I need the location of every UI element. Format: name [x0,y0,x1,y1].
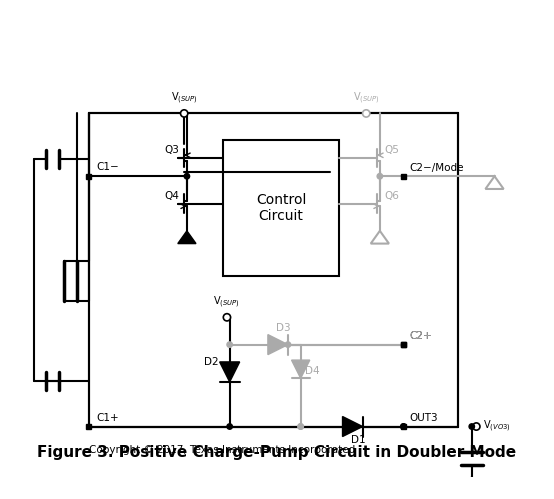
Circle shape [401,424,406,429]
Bar [401,424,406,429]
Text: V$_{(SUP)}$: V$_{(SUP)}$ [171,91,198,106]
Circle shape [362,110,370,117]
Circle shape [298,424,304,429]
Bar [401,342,406,347]
Text: C2+: C2+ [409,331,432,341]
Polygon shape [342,417,362,437]
Circle shape [298,424,304,429]
Bar [401,174,406,179]
Bar [86,174,91,179]
Polygon shape [178,231,196,244]
Text: C2−/Mode: C2−/Mode [409,163,464,173]
Text: D4: D4 [305,366,320,376]
Bar [86,424,91,429]
Polygon shape [485,176,504,189]
Circle shape [377,174,383,179]
Text: C2+: C2+ [409,331,432,341]
Text: V$_{(VO3)}$: V$_{(VO3)}$ [483,419,511,434]
Polygon shape [291,360,310,378]
Text: D3: D3 [276,323,291,333]
Polygon shape [268,335,288,355]
Polygon shape [371,231,389,244]
Circle shape [223,314,230,321]
Text: Q5: Q5 [384,146,399,156]
Text: Copyright © 2017, Texas Instruments Incorporated: Copyright © 2017, Texas Instruments Inco… [89,445,355,455]
Text: D1: D1 [351,435,365,445]
Text: C1+: C1+ [96,413,119,423]
Circle shape [184,174,189,179]
Circle shape [181,110,188,117]
Text: OUT3: OUT3 [409,413,438,423]
Text: Q3: Q3 [164,146,179,156]
Text: D2: D2 [204,357,219,367]
Circle shape [401,424,406,429]
Circle shape [227,342,232,347]
Text: Control
Circuit: Control Circuit [256,193,306,223]
Text: Figure 3. Positive Charge-Pump Circuit in Doubler Mode: Figure 3. Positive Charge-Pump Circuit i… [38,445,516,460]
Polygon shape [219,362,240,382]
Text: Q6: Q6 [384,191,399,201]
Circle shape [227,424,232,429]
Polygon shape [463,477,481,490]
Text: V$_{(SUP)}$: V$_{(SUP)}$ [213,294,240,310]
Circle shape [473,423,480,430]
Text: C1−: C1− [96,162,119,172]
Text: Q4: Q4 [164,191,179,201]
Text: V$_{(SUP)}$: V$_{(SUP)}$ [353,91,379,106]
Circle shape [285,342,291,347]
Circle shape [469,424,475,429]
Bar [89,113,458,427]
Bar [401,342,406,347]
Bar [223,140,339,276]
